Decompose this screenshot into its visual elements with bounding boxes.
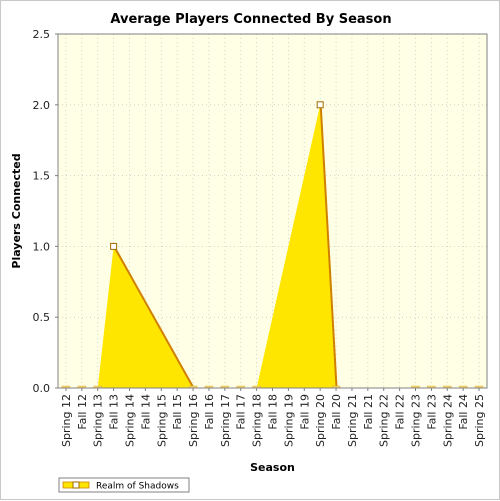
x-tick-label: Spring 12 — [60, 394, 73, 447]
x-axis-label: Season — [250, 461, 295, 474]
y-tick-label: 0.0 — [33, 382, 51, 395]
x-tick-label: Spring 22 — [378, 394, 391, 447]
y-axis-ticks: 0.0 0.5 1.0 1.5 2.0 2.5 — [33, 28, 58, 395]
x-tick-label: Spring 17 — [219, 394, 232, 447]
x-tick-label: Fall 19 — [298, 394, 311, 430]
legend-marker — [72, 481, 80, 489]
x-tick-label: Spring 15 — [155, 394, 168, 447]
data-point-marker — [316, 101, 324, 109]
chart-title: Average Players Connected By Season — [110, 12, 391, 27]
y-tick-label: 2.0 — [33, 99, 51, 112]
legend: Realm of Shadows — [58, 477, 190, 493]
x-tick-label: Spring 14 — [124, 394, 137, 447]
x-tick-label: Spring 21 — [346, 394, 359, 447]
x-tick-label: Fall 20 — [330, 394, 343, 430]
x-tick-label: Fall 24 — [457, 394, 470, 430]
legend-label: Realm of Shadows — [96, 482, 179, 492]
x-tick-label: Fall 13 — [108, 394, 121, 430]
x-tick-label: Fall 14 — [139, 394, 152, 430]
x-tick-label: Spring 13 — [92, 394, 105, 447]
series-area — [65, 104, 480, 389]
x-tick-label: Fall 17 — [235, 394, 248, 430]
x-tick-label: Fall 23 — [425, 394, 438, 430]
y-tick-label: 2.5 — [33, 28, 51, 41]
y-axis-label: Players Connected — [10, 153, 23, 268]
legend-box — [58, 477, 190, 493]
x-tick-label: Spring 20 — [314, 394, 327, 447]
series-edge — [319, 104, 338, 389]
x-tick-label: Fall 22 — [394, 394, 407, 430]
y-tick-label: 1.5 — [33, 170, 51, 183]
x-axis-ticks: Spring 12 Fall 12 Spring 13 Fall 13 Spring 1… — [60, 388, 486, 447]
x-tick-label: Spring 23 — [410, 394, 423, 447]
x-tick-label: Fall 18 — [267, 394, 280, 430]
y-tick-label: 0.5 — [33, 311, 51, 324]
x-tick-label: Spring 25 — [473, 394, 486, 447]
x-tick-label: Spring 24 — [441, 394, 454, 447]
x-tick-label: Fall 16 — [203, 394, 216, 430]
series-area-layer — [65, 104, 480, 389]
x-tick-label: Fall 12 — [76, 394, 89, 430]
series-edge — [113, 245, 195, 389]
x-tick-label: Spring 19 — [282, 394, 295, 447]
x-tick-label: Fall 21 — [362, 394, 375, 430]
data-point-marker — [110, 242, 118, 250]
x-tick-label: Spring 18 — [251, 394, 264, 447]
y-tick-label: 1.0 — [33, 240, 51, 253]
x-tick-label: Fall 15 — [171, 394, 184, 430]
x-tick-label: Spring 16 — [187, 394, 200, 447]
